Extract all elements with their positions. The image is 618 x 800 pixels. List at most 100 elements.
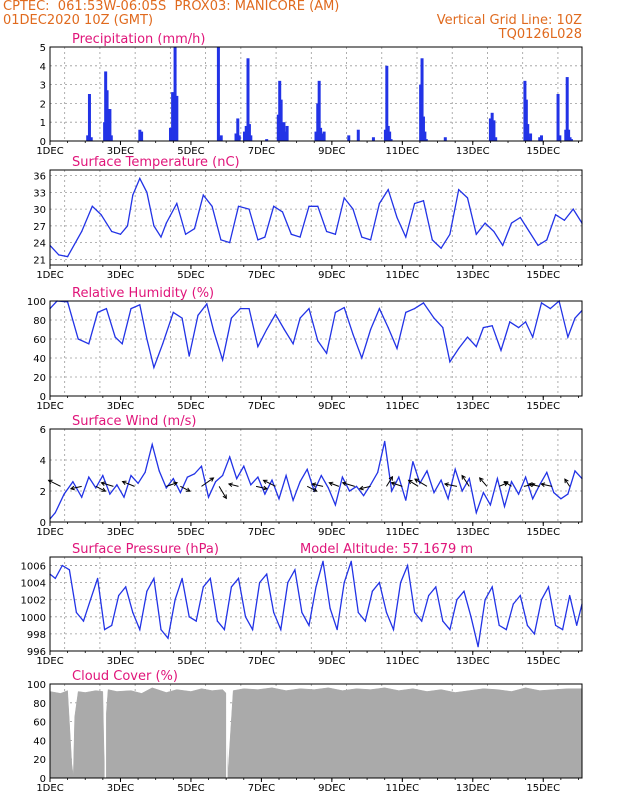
wind-arrow-head [407, 479, 413, 485]
precip-bar [556, 94, 560, 141]
pressure-title: Surface Pressure (hPa) [72, 542, 219, 557]
pressure-point [237, 577, 240, 579]
pressure-point [463, 590, 465, 592]
rh-point [222, 359, 224, 361]
pressure-xtick-label: 15DEC [526, 656, 560, 667]
precip-bar [558, 135, 562, 141]
wind-series-line [49, 441, 583, 520]
rh-point [549, 308, 551, 310]
wind-arrow-head [312, 487, 318, 492]
pressure-point [576, 624, 578, 626]
wind-xtick-label: 3DEC [107, 527, 134, 538]
pressure-point [75, 611, 78, 614]
wind-point [137, 482, 139, 484]
wind-arrow [358, 485, 371, 491]
precip-bar [247, 124, 251, 141]
wind-point [398, 476, 400, 478]
precip-bar [569, 139, 573, 141]
wind-point [391, 490, 393, 492]
pressure-point [209, 577, 211, 579]
wind-arrow [386, 475, 394, 487]
rh-point [500, 349, 502, 351]
precip-bar [219, 135, 223, 141]
wind-arrow [166, 481, 179, 487]
wind-point [539, 484, 541, 486]
wind-arrow-shaft [263, 479, 276, 487]
precip-bar [423, 131, 427, 141]
precip-bar [234, 133, 238, 141]
wind-point [461, 490, 463, 492]
wind-arrow-head [388, 475, 394, 481]
pressure-annotation: Model Altitude: 57.1679 m [300, 542, 473, 557]
wind-point [72, 481, 74, 483]
temp-point [572, 208, 574, 210]
wind-ytick-label: 4 [40, 456, 46, 467]
pressure-point [82, 620, 85, 622]
wind-arrow-shaft [122, 481, 135, 487]
rh-ytick-label: 100 [27, 297, 46, 308]
wind-point [102, 474, 104, 477]
wind-arrow-head [209, 477, 215, 482]
precip-xtick-label: 15DEC [526, 146, 560, 157]
pressure-point [89, 599, 92, 601]
wind-point [278, 498, 280, 500]
wind-point [200, 465, 203, 467]
cloud-xtick-label: 15DEC [526, 783, 560, 794]
wind-point [377, 471, 379, 473]
wind-point [447, 498, 449, 500]
rh-xtick-label: 7DEC [248, 401, 275, 412]
wind-point [503, 505, 506, 508]
rh-point [343, 307, 345, 309]
wind-arrow-head [262, 485, 268, 491]
precip-bar [490, 112, 494, 141]
rh-point [139, 304, 141, 306]
precip-bar [492, 120, 496, 141]
pressure-point [315, 586, 317, 588]
temp-point [160, 236, 162, 238]
temp-xtick-label: 9DEC [318, 270, 345, 281]
wind-arrow [218, 486, 227, 500]
wind-point [532, 498, 534, 500]
wind-point [179, 491, 181, 494]
pressure-point [449, 629, 451, 631]
wind-arrow-shaft [48, 479, 61, 487]
temp-point [431, 239, 433, 241]
wind-arrow [414, 478, 428, 487]
temp-ytick-label: 21 [33, 255, 46, 266]
wind-point [433, 491, 435, 494]
precip-bar [173, 47, 177, 141]
pressure-xtick-label: 13DEC [456, 656, 490, 667]
wind-arrow-head [222, 494, 227, 500]
pressure-point [280, 629, 282, 631]
precip-bar [175, 95, 179, 141]
precip-frame [49, 46, 583, 142]
temp-point [202, 194, 204, 196]
temp-frame [49, 169, 583, 266]
cloud-ytick-label: 20 [33, 755, 46, 766]
wind-arrow [564, 478, 571, 487]
precip-bar [488, 118, 492, 141]
temp-point [334, 233, 336, 235]
wind-point [567, 493, 569, 495]
pressure-point [68, 569, 70, 571]
wind-point [341, 476, 344, 478]
wind-arrow-shaft [306, 485, 318, 492]
pressure-point [153, 577, 155, 579]
wind-point [468, 478, 470, 480]
pressure-point [477, 646, 479, 648]
wind-point [144, 471, 146, 473]
wind-arrow-shaft [541, 483, 553, 487]
temp-title: Surface Temperature (nC) [72, 155, 240, 170]
wind-title: Surface Wind (m/s) [72, 414, 196, 429]
rh-point [387, 327, 389, 329]
pressure-point [470, 616, 472, 618]
pressure-point [343, 582, 345, 584]
rh-point [482, 327, 484, 329]
rh-xtick-label: 3DEC [107, 401, 134, 412]
precip-bar [529, 133, 533, 141]
rh-xtick-label: 13DEC [456, 401, 490, 412]
wind-point [560, 498, 562, 500]
temp-point [308, 205, 310, 207]
temp-point [126, 225, 129, 227]
rh-frame [49, 300, 583, 397]
